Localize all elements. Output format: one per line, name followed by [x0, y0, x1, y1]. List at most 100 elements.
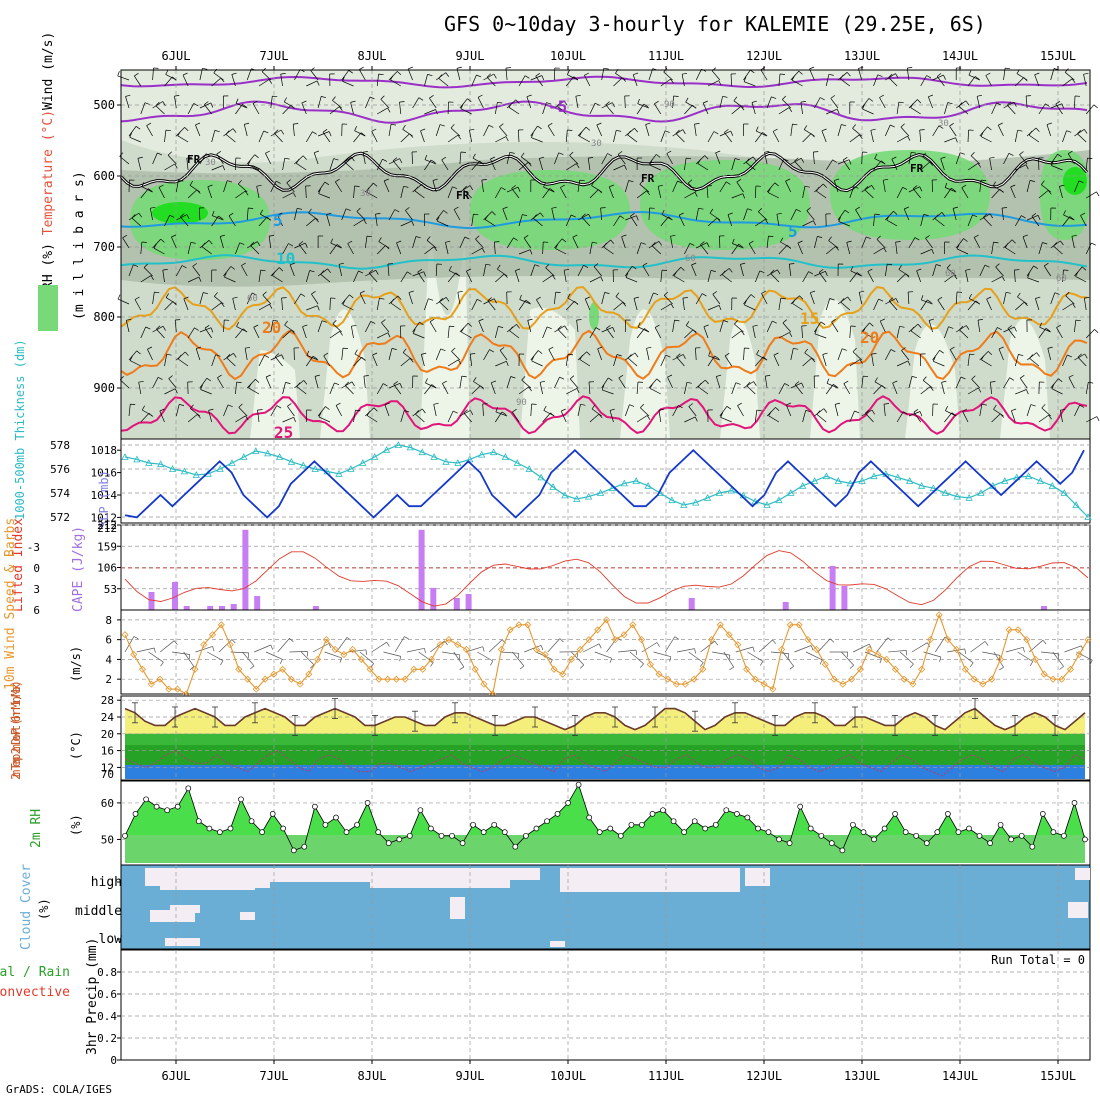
wind-barb-flag — [292, 192, 296, 198]
surface-barb — [406, 647, 425, 653]
wind-marker — [471, 665, 479, 673]
wind-barb — [128, 264, 134, 277]
wind-barb-flag — [560, 184, 565, 188]
wind-marker — [664, 675, 672, 683]
wind-barb-flag — [288, 243, 293, 247]
cloud-clear-patch — [550, 941, 565, 947]
wind-barb-flag — [196, 346, 202, 349]
wind-barb — [392, 160, 402, 171]
wind-barb-flag — [737, 402, 742, 406]
wind-barb — [778, 332, 790, 339]
wind-barb — [435, 72, 446, 81]
wind-barb — [187, 327, 195, 339]
wind-barb — [802, 186, 806, 199]
wind-marker — [1040, 670, 1048, 678]
surface-barb-flag — [1042, 639, 1047, 645]
wind-barb — [645, 124, 650, 137]
temp-axis-label: 2m Temp 2m DewPt (6hr Min/Max) — [9, 680, 23, 780]
wind-barb — [447, 410, 454, 423]
wind-barb-flag — [136, 350, 141, 355]
wind-barb — [833, 180, 839, 193]
wind-title-part: Wind (m/s) — [41, 32, 56, 110]
wind-barb — [707, 131, 715, 143]
wind-barb-flag — [850, 266, 854, 272]
surface-barb — [371, 641, 387, 653]
wind-barb — [204, 327, 212, 339]
wind-barb — [207, 186, 213, 199]
surface-barb-flag — [1089, 660, 1093, 665]
wind-barb-flag — [919, 411, 923, 417]
rh2m-marker — [850, 821, 856, 828]
wind-barb-flag — [1045, 103, 1050, 107]
wind-barb-flag — [911, 151, 917, 154]
wind-barb-flag — [773, 352, 779, 356]
wind-barb — [731, 382, 737, 395]
rh2m-marker — [734, 811, 740, 817]
wind-barb — [1062, 130, 1067, 143]
wind-barb — [471, 247, 483, 255]
wind-barb-flag — [716, 374, 722, 377]
wind-barb-flag — [694, 192, 698, 197]
wind-barb — [542, 412, 551, 423]
wind-barb — [1011, 410, 1016, 423]
wind-barb — [530, 125, 538, 137]
wind-barb — [782, 322, 792, 333]
wind-barb-flag — [190, 241, 196, 244]
wind-barb-flag — [384, 402, 390, 406]
wind-barb — [442, 383, 449, 395]
wind-barb-flag — [780, 237, 784, 243]
thickness-marker — [810, 477, 819, 484]
wind-barb-flag — [734, 320, 738, 325]
wind-barb — [1016, 73, 1028, 81]
wind-barb — [849, 325, 852, 339]
wind-barb — [768, 415, 780, 423]
wind-barb — [920, 248, 932, 255]
wind-barb — [1038, 414, 1049, 423]
wind-barb-flag — [180, 213, 185, 218]
wind-barb — [618, 377, 626, 389]
wind-barb-flag — [205, 153, 211, 157]
wind-barb — [262, 294, 272, 305]
wind-barb-flag — [511, 185, 516, 189]
wind-barb — [908, 411, 921, 417]
surface-barb — [159, 640, 175, 653]
wind-barb-flag — [122, 234, 128, 239]
wind-barb-flag — [977, 319, 983, 321]
cloud-clear-patch — [240, 912, 255, 920]
wind-barb — [168, 378, 177, 389]
wind-barb-flag — [941, 380, 947, 383]
wind-barb — [1035, 298, 1040, 311]
wind-barb-flag — [965, 100, 970, 106]
wind-barb — [152, 325, 164, 333]
wind-barb — [445, 242, 449, 255]
wind-barb — [969, 298, 980, 305]
wind-barb-flag — [649, 383, 653, 389]
wind-barb-flag — [1013, 326, 1017, 332]
rh2m-marker — [723, 807, 730, 814]
wind-barb — [946, 267, 957, 277]
wind-barb — [521, 379, 532, 389]
wind-barb-flag — [208, 240, 213, 245]
wind-barb — [424, 246, 435, 255]
wind-barb-flag — [698, 382, 702, 388]
rh2m-marker — [765, 829, 772, 835]
cloud-unit-label: (%) — [37, 898, 51, 920]
wind-barb-flag — [419, 321, 424, 326]
rh2m-marker — [691, 818, 698, 825]
wind-barb — [471, 385, 481, 395]
wind-barb-flag — [833, 384, 838, 388]
wind-barb-flag — [203, 292, 209, 295]
wind-barb — [412, 321, 420, 333]
wind-barb — [257, 410, 260, 423]
wind-barb-flag — [169, 214, 175, 218]
surface-barb-flag — [430, 662, 434, 667]
surface-barb-flag — [173, 640, 178, 645]
thickness-marker — [763, 501, 771, 508]
wind-barb-flag — [442, 380, 447, 384]
wind-barb — [991, 102, 997, 115]
wind-barb-flag — [863, 375, 869, 378]
wind-barb-flag — [794, 381, 800, 385]
wind-barb — [766, 236, 769, 249]
wind-barb — [707, 217, 718, 227]
